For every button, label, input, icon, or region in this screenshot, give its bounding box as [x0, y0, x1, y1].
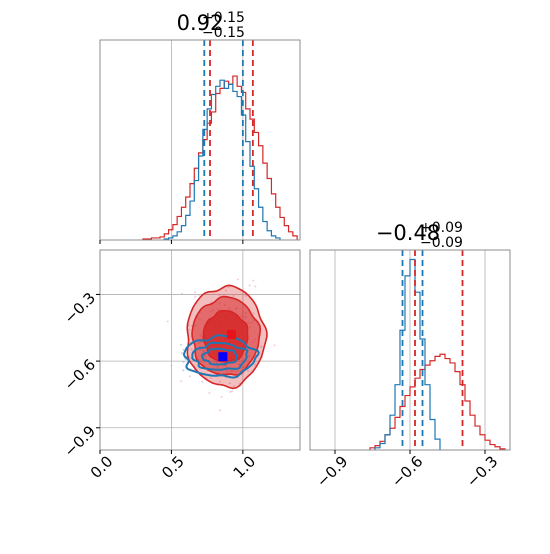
panel2-sample-point [232, 385, 235, 388]
panel-bottom-left-contours: 0.0 0.5 1.0 −0.3 −0.6 −0.9 [61, 249, 301, 482]
panel1-title: 0.92 [177, 11, 224, 35]
panel2-sample-point [247, 370, 250, 373]
panel2-ytick-label: −0.3 [61, 289, 99, 327]
panel2-sample-point [166, 320, 169, 323]
panel3-histogram-0 [369, 353, 506, 450]
panel3-xtick-label: −0.6 [388, 452, 426, 490]
panel3-title-value: −0.48 [376, 221, 440, 245]
panel1-title-plus: +0.15 [202, 10, 245, 26]
panel3-histogram-1 [374, 258, 441, 450]
panel2-frame [99, 249, 301, 451]
panel-bottom-right-histogram: −0.48 +0.09 −0.09 −0.9 −0.6 −0.3 [309, 220, 511, 491]
panel2-sample-point [273, 344, 276, 347]
panel2-sample-point [198, 293, 201, 296]
panel2-sample-point [194, 295, 197, 298]
panel2-xtick-label: 1.0 [230, 452, 260, 482]
panel2-marker-0 [226, 329, 236, 339]
panel2-sample-point [208, 391, 211, 394]
panel2-sample-point [187, 329, 190, 332]
panel1-histogram-0 [142, 75, 298, 240]
panel2-sample-point [182, 348, 185, 351]
panel3-xtick-label: −0.9 [313, 452, 351, 490]
panel2-sample-point [227, 286, 230, 289]
panel-top-left-histogram: 0.92 +0.15 −0.15 [99, 10, 301, 244]
panel2-ytick-label: −0.9 [61, 422, 99, 460]
panel2-sample-point [182, 369, 185, 372]
panel2-sample-point [182, 361, 185, 364]
panel2-contour-b-level-0 [182, 334, 260, 379]
panel2-sample-point [245, 294, 248, 297]
panel2-marker-1 [218, 352, 228, 362]
panel2-sample-point [224, 289, 227, 292]
panel2-sample-point [180, 352, 183, 355]
panel2-sample-point [237, 278, 240, 281]
panel2-sample-point [248, 284, 251, 287]
panel3-title: −0.48 [376, 221, 440, 245]
panel2-sample-point [180, 380, 183, 383]
panel2-ytick-labels: −0.3 −0.6 −0.9 [61, 289, 99, 461]
panel3-xtick-label: −0.3 [463, 452, 501, 490]
panel2-sample-point [231, 390, 234, 393]
panel3-title-plus: +0.09 [420, 220, 463, 236]
panel2-sample-point [254, 285, 257, 288]
panel2-sample-point [232, 295, 235, 298]
panel2-sample-point [252, 279, 255, 282]
panel2-ytick-label: −0.6 [61, 355, 99, 393]
panel2-sample-point [229, 390, 232, 393]
panel2-sample-point [170, 364, 173, 367]
panel2-sample-point [219, 409, 222, 412]
panel1-histogram-1 [163, 79, 281, 240]
panel2-sample-point [218, 380, 221, 383]
panel2-xtick-labels: 0.0 0.5 1.0 [87, 452, 259, 482]
panel2-sample-point [254, 363, 257, 366]
panel2-sample-point [180, 292, 183, 295]
panel2-sample-point [220, 396, 223, 399]
panel2-sample-point [180, 343, 183, 346]
panel3-xtick-labels: −0.9 −0.6 −0.3 [313, 452, 501, 490]
panel1-title-minus: −0.15 [202, 25, 245, 41]
panel2-sample-point [188, 375, 191, 378]
panel3-title-minus: −0.09 [420, 235, 463, 251]
panel2-contour-b-level-2 [201, 347, 238, 366]
panel2-sample-point [194, 291, 197, 294]
panel1-frame [99, 39, 301, 241]
panel2-sample-point [190, 348, 193, 351]
panel2-contour-b-level-1 [191, 341, 249, 371]
panel1-title-value: 0.92 [177, 11, 224, 35]
panel2-xtick-label: 0.0 [87, 452, 117, 482]
panel2-sample-point [252, 312, 255, 315]
panel2-sample-point [218, 294, 221, 297]
panel2-sample-point [210, 377, 213, 380]
panel2-xtick-label: 0.5 [158, 452, 188, 482]
panel2-sample-point [228, 382, 231, 385]
panel2-sample-point [201, 380, 204, 383]
panel2-sample-point [260, 345, 263, 348]
